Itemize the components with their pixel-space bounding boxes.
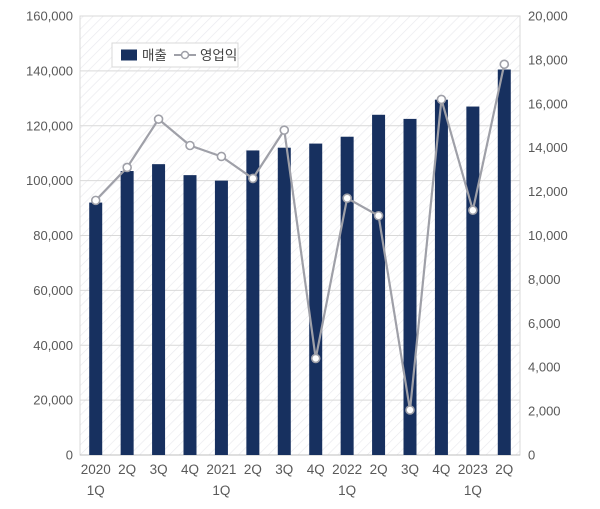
x-axis-label: 2022 [332, 462, 362, 477]
bar-2023-1Q [466, 106, 480, 455]
bar-2Q [120, 171, 134, 455]
bar-4Q [183, 175, 197, 455]
x-axis-label: 2Q [118, 462, 136, 477]
bar-2022-1Q [340, 136, 354, 455]
right-axis-tick-label: 0 [528, 448, 535, 463]
left-axis-tick-label: 120,000 [26, 118, 73, 133]
x-axis-label: 2020 [81, 462, 111, 477]
left-axis-tick-label: 100,000 [26, 173, 73, 188]
x-axis-label: 2Q [495, 462, 513, 477]
line-marker-2Q [248, 173, 258, 184]
right-axis-tick-label: 2,000 [528, 404, 561, 419]
line-marker-4Q [436, 94, 447, 105]
bar-2Q [497, 69, 511, 456]
legend-label: 영업익 [200, 48, 237, 63]
line-marker-4Q [310, 353, 321, 364]
line-marker-4Q [185, 140, 195, 151]
line-marker-2Q [373, 210, 384, 221]
line-marker-3Q [279, 125, 290, 135]
x-axis-label: 3Q [275, 462, 293, 477]
x-axis-label: 1Q [212, 483, 230, 498]
line-marker-2020-1Q [90, 195, 101, 206]
right-axis-tick-label: 10,000 [528, 228, 568, 243]
legend-item-line-series[interactable]: 영업익 [174, 48, 237, 63]
line-series [94, 64, 506, 412]
line-marker-2Q [122, 162, 132, 173]
legend-line-marker [180, 50, 190, 60]
bar-2021-1Q [214, 180, 228, 455]
bar-4Q [309, 143, 323, 455]
x-axis-label: 1Q [338, 483, 356, 498]
x-axis-label: 4Q [432, 462, 450, 477]
bar-2020-1Q [89, 202, 103, 455]
legend-item-bar-series[interactable]: 매출 [121, 48, 167, 63]
right-axis-tick-label: 4,000 [528, 360, 561, 375]
left-axis-tick-label: 60,000 [33, 283, 73, 298]
line-marker-2021-1Q [216, 151, 227, 162]
right-axis-tick-label: 12,000 [528, 184, 568, 199]
bar-3Q [152, 164, 166, 455]
x-axis-label: 2023 [458, 462, 488, 477]
x-axis-label: 2Q [244, 462, 262, 477]
left-axis-tick-label: 80,000 [33, 228, 73, 243]
right-axis-tick-label: 18,000 [528, 52, 568, 67]
x-axis-label: 4Q [307, 462, 325, 477]
line-marker-3Q [405, 405, 415, 415]
x-axis-label: 2021 [206, 462, 236, 477]
legend: 매출 영업익 [111, 42, 239, 68]
line-marker-2022-1Q [342, 193, 352, 203]
line-marker-3Q [153, 114, 164, 124]
right-axis-tick-label: 14,000 [528, 140, 568, 155]
line-marker-2023-1Q [468, 205, 478, 216]
legend-label: 매출 [142, 48, 167, 63]
x-axis-label: 1Q [464, 483, 482, 498]
left-axis-tick-label: 40,000 [33, 338, 73, 353]
x-axis-label: 3Q [401, 462, 419, 477]
x-axis-label: 1Q [87, 483, 105, 498]
right-axis-tick-label: 6,000 [528, 316, 561, 331]
x-axis-label: 3Q [150, 462, 168, 477]
line-marker-2Q [499, 59, 510, 70]
line-markers [90, 59, 510, 415]
right-axis-tick-label: 16,000 [528, 96, 568, 111]
left-axis-tick-label: 140,000 [26, 63, 73, 78]
right-axis-tick-label: 8,000 [528, 272, 561, 287]
x-axis-label: 4Q [181, 462, 199, 477]
legend-bar-swatch [121, 49, 137, 61]
right-axis-tick-label: 20,000 [528, 9, 568, 24]
left-axis-tick-label: 20,000 [33, 393, 73, 408]
bar-series [89, 69, 511, 456]
bar-3Q [277, 147, 291, 455]
bar-2Q [246, 150, 260, 455]
x-axis-label: 2Q [370, 462, 388, 477]
bar-2Q [372, 114, 386, 456]
left-axis-tick-label: 160,000 [26, 9, 73, 24]
left-axis-tick-label: 0 [66, 448, 73, 463]
bar-4Q [434, 99, 448, 455]
